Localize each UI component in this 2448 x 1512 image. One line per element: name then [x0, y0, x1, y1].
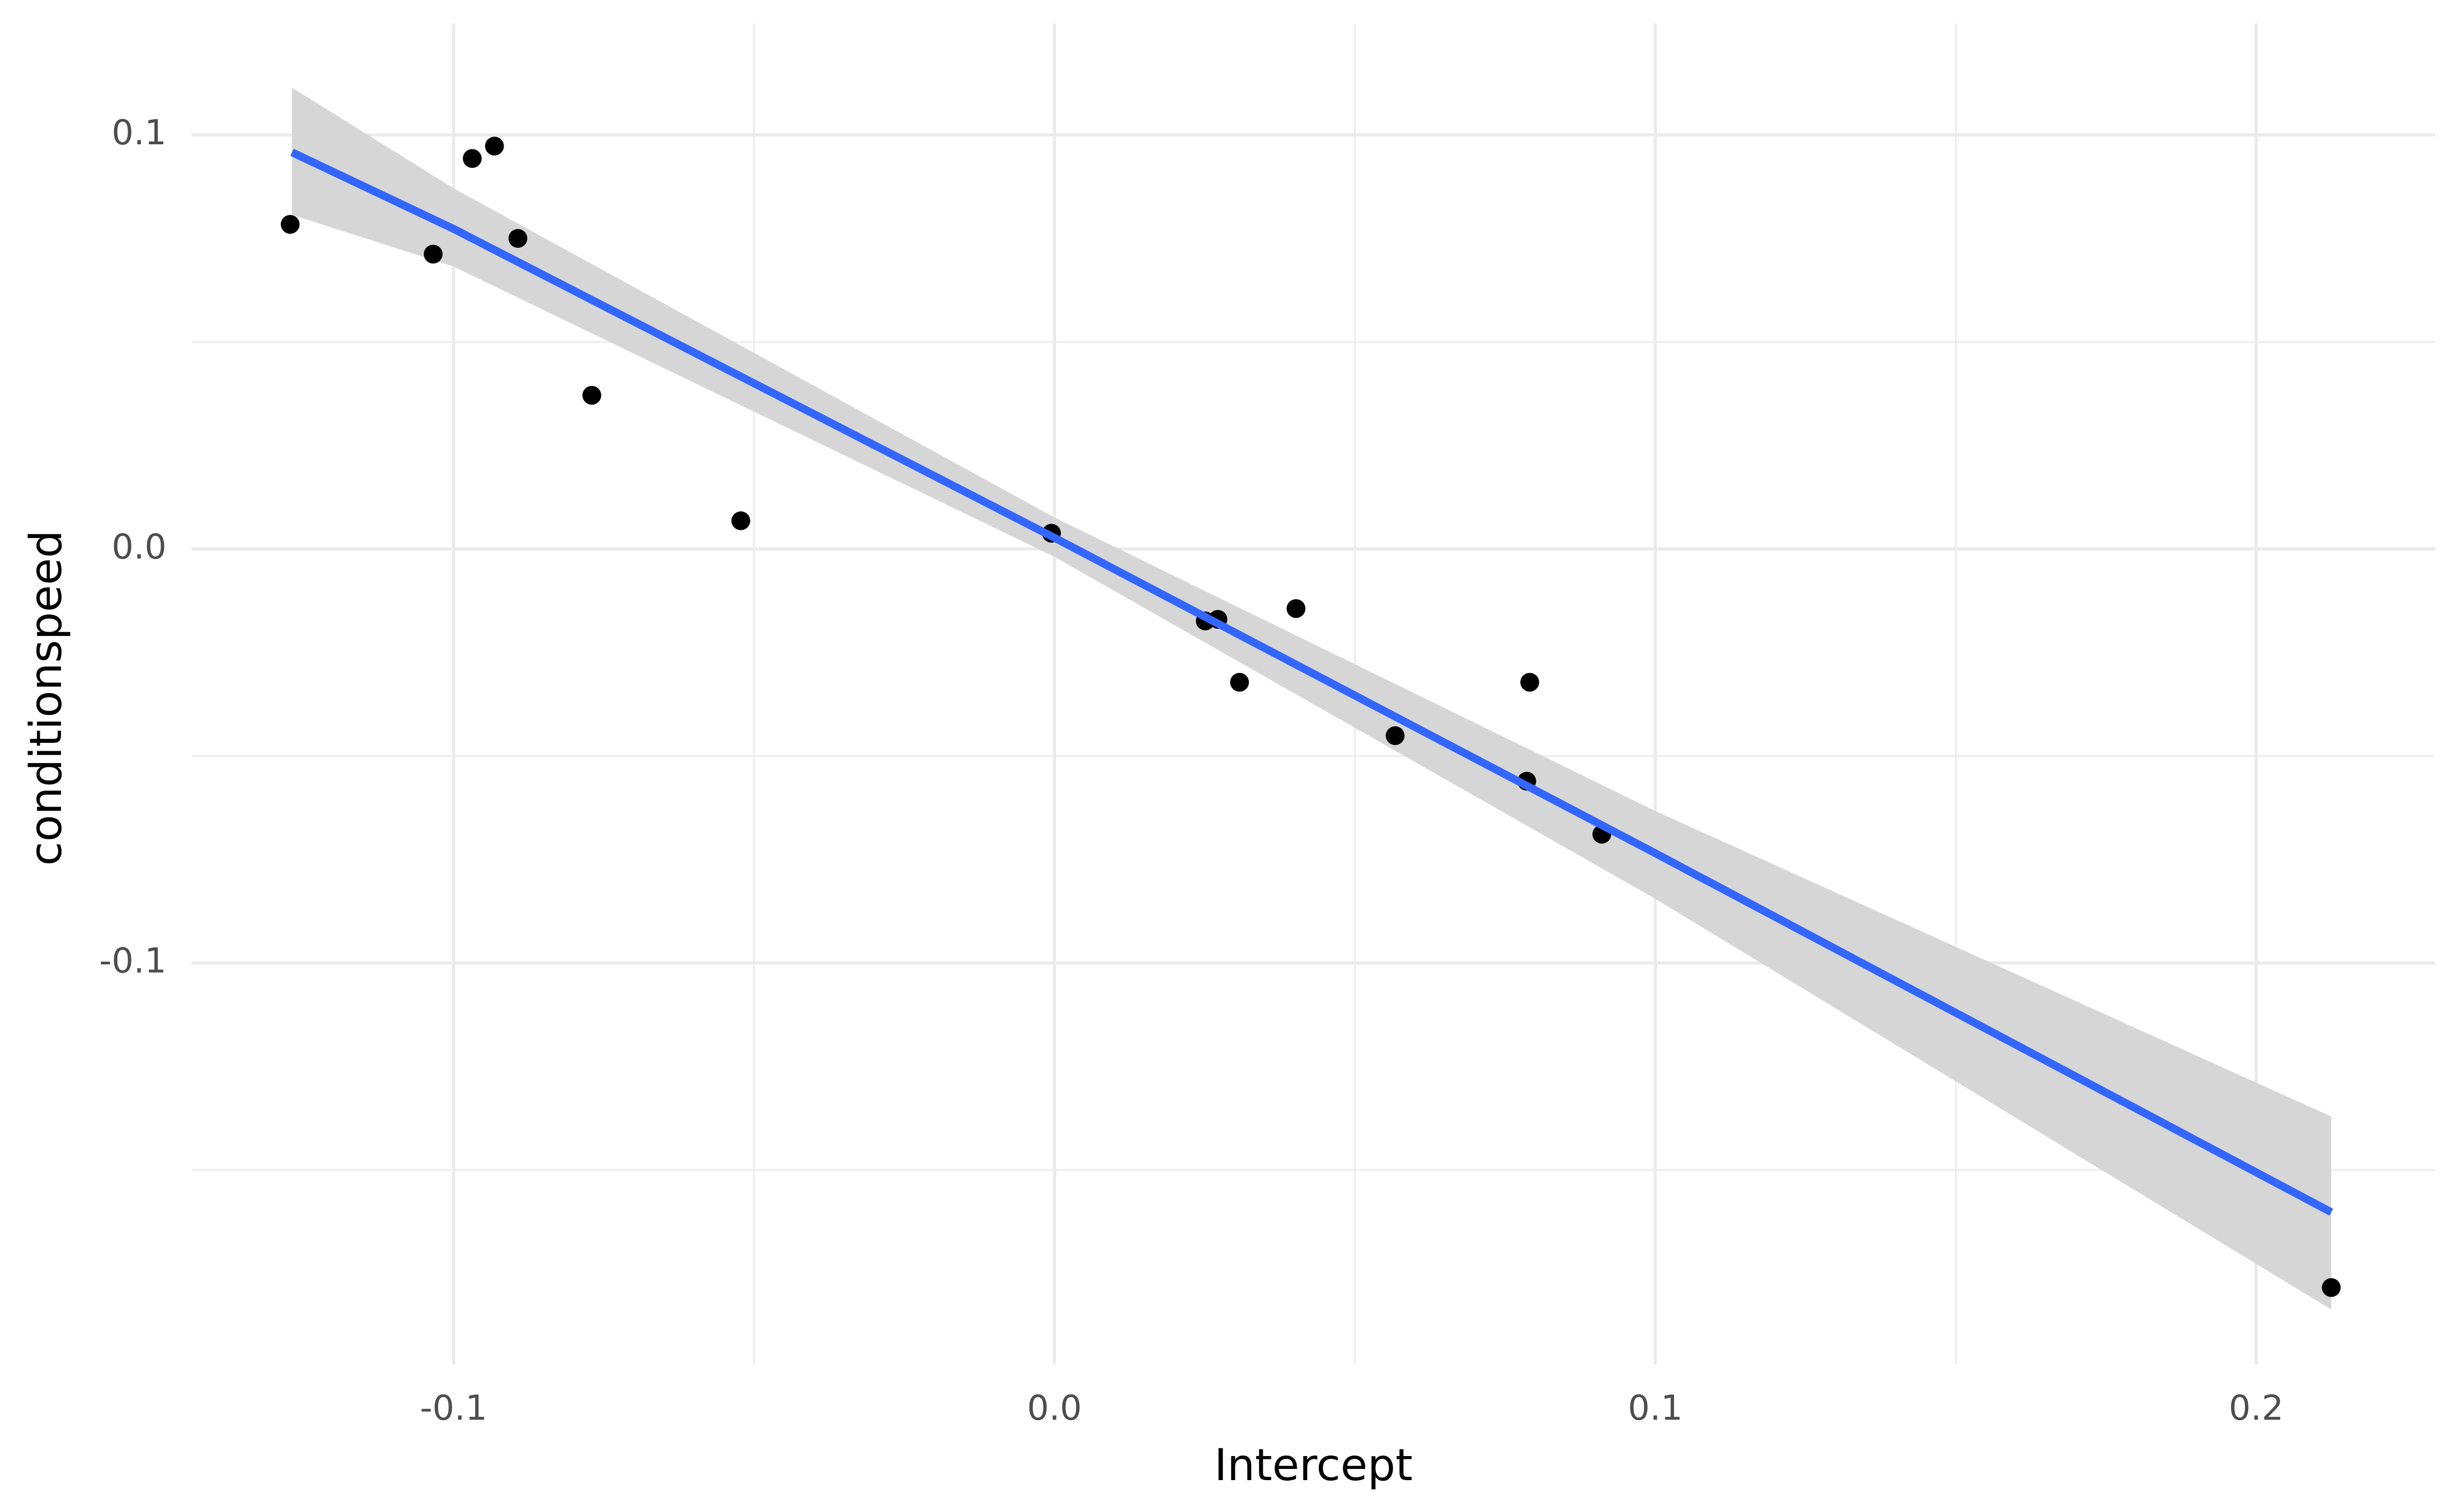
- fit-line: [290, 148, 2333, 1216]
- point: [485, 136, 504, 156]
- x-tick-label: 0.1: [1628, 1388, 1683, 1428]
- x-tick-label: -0.1: [420, 1388, 487, 1428]
- confidence-band: [292, 87, 2332, 1310]
- x-axis-title: Intercept: [1214, 1439, 1413, 1491]
- point: [582, 385, 602, 405]
- y-tick-label: 0.0: [112, 526, 167, 567]
- point: [1286, 599, 1306, 618]
- x-tick-label: 0.0: [1027, 1388, 1082, 1428]
- point: [1385, 726, 1405, 745]
- x-tick-label: 0.2: [2229, 1388, 2283, 1428]
- point: [424, 244, 443, 264]
- point: [508, 229, 528, 248]
- y-tick-label: -0.1: [99, 941, 166, 981]
- point: [1230, 672, 1249, 692]
- point: [731, 511, 750, 530]
- y-axis-title: conditionspeed: [20, 530, 72, 866]
- y-tick-label: 0.1: [112, 112, 167, 153]
- point: [1520, 672, 1539, 692]
- point: [2322, 1278, 2341, 1297]
- point: [280, 215, 300, 234]
- point: [463, 149, 482, 168]
